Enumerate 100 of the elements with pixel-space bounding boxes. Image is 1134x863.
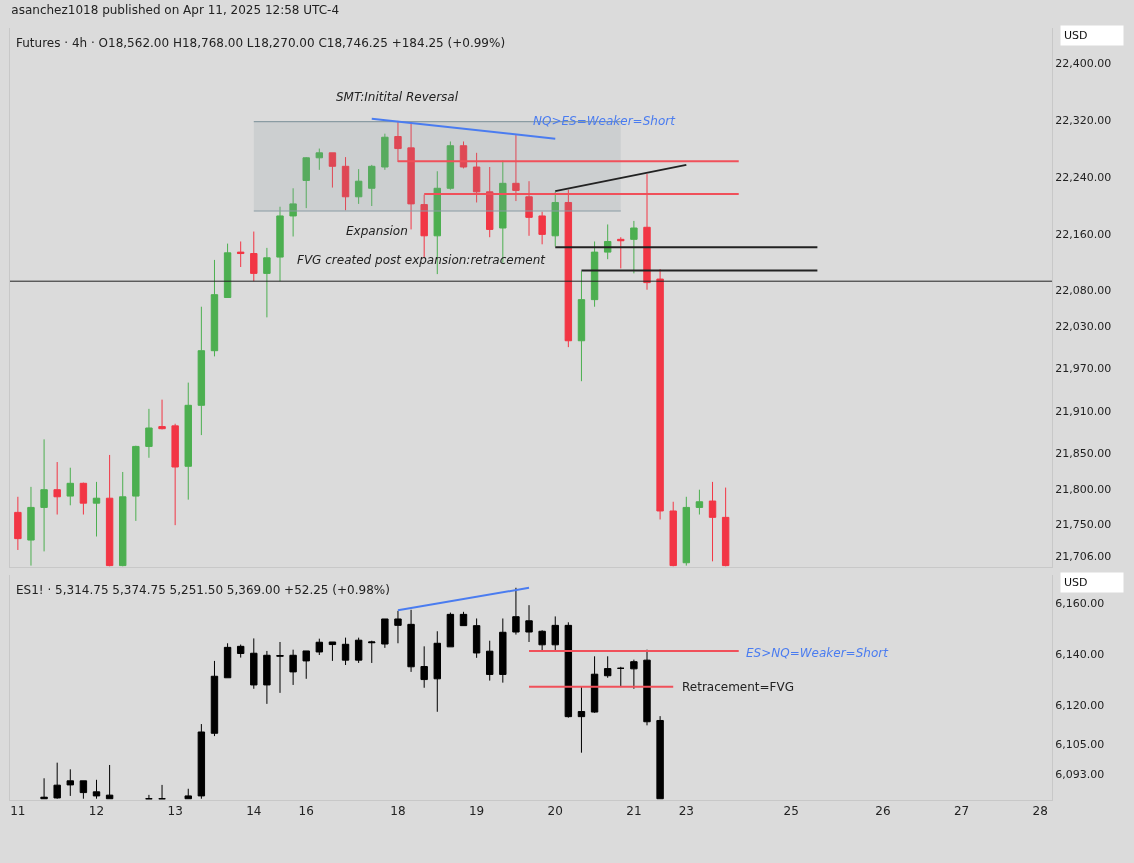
candlestick [538,629,546,652]
candlestick [223,243,232,298]
annotation: Retracement=FVG [682,680,795,694]
candlestick [603,655,612,679]
candlestick [184,788,192,800]
x-tick-label: 19 [468,804,485,819]
candlestick [656,268,664,520]
candlestick [617,236,625,269]
y-tick-label: 21,910.00 [1055,404,1112,418]
candlestick [341,637,350,666]
y-axis-title: USD [1064,29,1088,42]
candlestick [708,481,717,562]
candlestick [105,764,114,800]
candlestick [236,240,245,268]
candlestick [407,609,415,673]
candlestick [368,164,376,207]
x-tick-label: 28 [1032,804,1048,819]
x-tick-label: 25 [783,804,799,819]
y-tick-label: 22,080.00 [1055,284,1112,298]
candlestick [577,686,586,754]
candlestick [276,641,284,694]
candlestick [197,306,206,436]
candlestick [276,206,284,282]
candlestick [446,140,455,191]
candlestick [590,655,599,714]
candlestick [669,501,677,567]
candlestick [158,784,166,800]
candlestick [551,191,559,247]
candlestick [263,247,271,318]
y-tick-label: 6,105.00 [1055,737,1105,751]
candlestick [643,173,651,291]
candlestick [53,461,61,516]
candlestick [630,220,638,274]
candlestick [145,408,153,459]
y-tick-label: 21,850.00 [1055,447,1112,461]
candlestick [302,156,310,209]
x-tick-label: 21 [626,804,642,819]
candlestick [354,637,363,664]
candlestick [210,660,219,737]
candlestick [394,120,402,163]
candlestick [66,467,74,506]
candlestick [171,423,179,526]
candlestick [656,715,664,800]
x-tick-label: 12 [88,804,105,819]
candlestick [236,644,245,659]
candlestick [223,642,232,679]
candlestick [381,133,389,171]
candlestick [92,779,101,800]
candlestick [617,666,625,687]
candlestick [538,211,546,245]
candlestick [512,587,520,636]
candlestick [551,615,559,651]
y-tick-label: 22,030.00 [1055,319,1112,333]
x-tick-label: 23 [678,804,694,819]
candlestick [354,168,363,205]
candlestick [66,768,74,797]
candlestick [119,471,127,567]
candlestick [263,650,271,705]
candlestick [250,637,258,690]
candlestick [512,134,520,202]
y-tick-label: 21,800.00 [1055,482,1112,496]
y-tick-label: 22,400.00 [1055,57,1112,71]
y-tick-label: 22,160.00 [1055,227,1112,241]
candlestick [14,496,22,551]
candlestick [643,649,651,726]
candlestick [289,649,297,686]
candlestick [433,630,441,713]
candlestick [368,640,376,664]
y-tick-label: 22,240.00 [1055,170,1112,184]
candlestick [564,189,573,348]
candlestick [79,780,88,800]
candlestick [420,645,428,689]
x-tick-label: 26 [875,804,891,819]
candlestick [695,489,704,516]
candlestick [210,259,219,357]
candlestick [577,270,586,382]
candlestick [682,496,691,567]
candlestick [315,638,324,656]
x-tick-label: 27 [953,804,970,819]
candlestick [381,618,389,649]
candlestick [289,187,297,238]
x-tick-label: 14 [246,804,262,819]
candlestick [446,612,455,648]
candlestick [328,152,337,189]
x-tick-label: 13 [167,804,183,819]
candlestick [472,152,481,203]
y-tick-label: 22,320.00 [1055,114,1112,128]
candlestick [105,454,114,567]
candlestick [328,641,337,662]
candlestick [40,777,48,800]
candlestick [486,166,494,238]
candlestick [92,481,101,537]
candlestick [525,604,533,643]
candlestick [499,617,507,684]
candlestick [407,121,415,230]
y-tick-label: 6,093.00 [1055,768,1105,782]
candlestick [341,156,350,211]
x-tick-label: 18 [390,804,406,819]
candlestick [394,610,402,644]
candlestick [630,659,638,690]
